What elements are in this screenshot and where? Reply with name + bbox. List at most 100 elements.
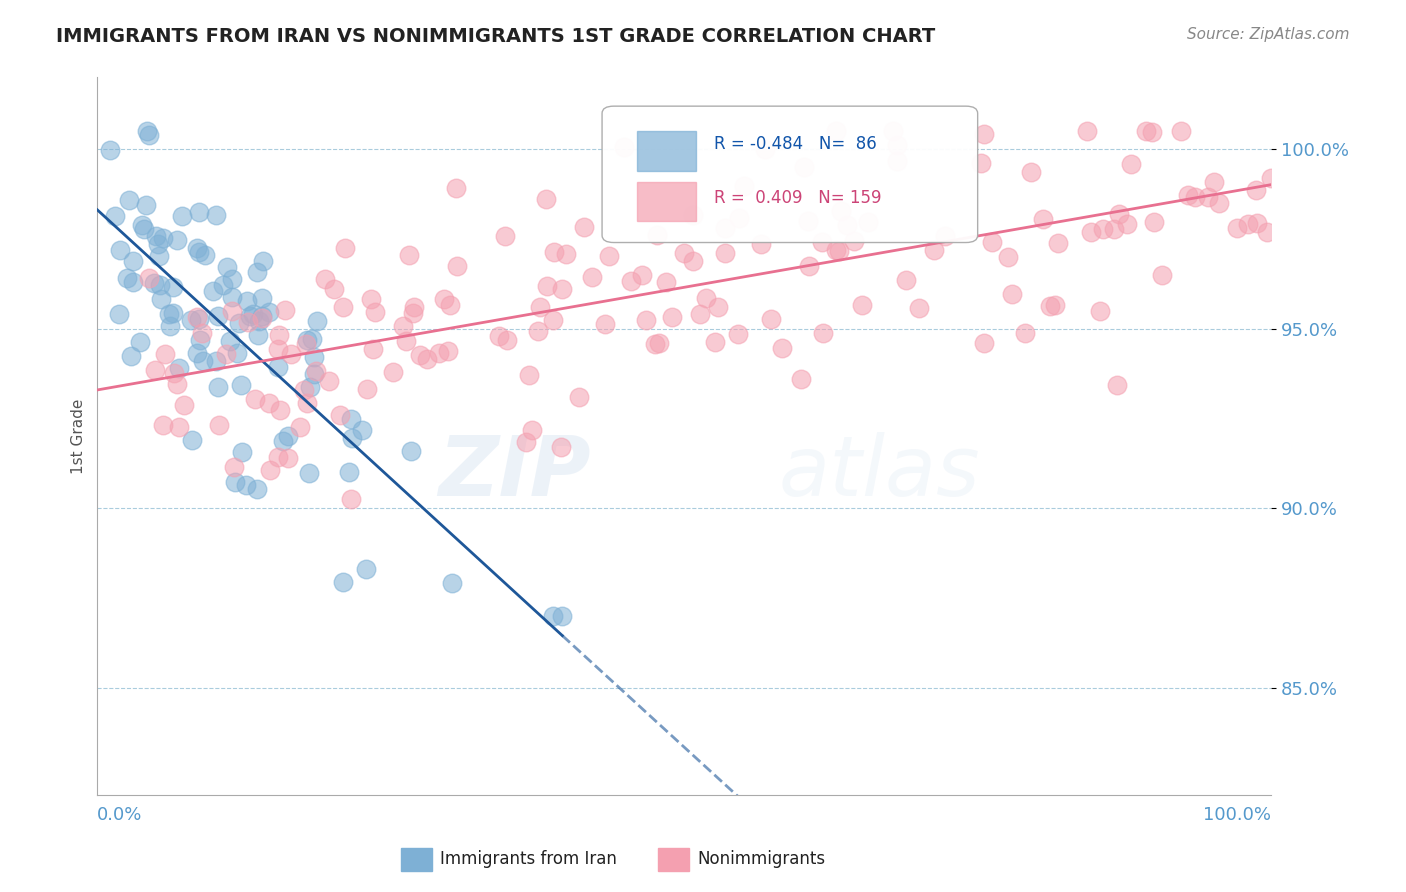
Point — [288, 419, 311, 434]
Point — [188, 312, 211, 326]
Point — [104, 210, 127, 224]
Point — [108, 307, 131, 321]
Point — [634, 313, 657, 327]
Point — [181, 433, 204, 447]
Point — [427, 346, 450, 360]
Point — [166, 377, 188, 392]
Point — [108, 243, 131, 257]
Point — [551, 608, 574, 623]
Point — [228, 316, 250, 330]
Point — [648, 336, 671, 351]
Point — [886, 138, 908, 153]
Point — [149, 278, 172, 293]
Point — [207, 309, 229, 323]
Point — [246, 483, 269, 497]
Point — [620, 274, 643, 288]
Point — [714, 221, 737, 235]
Point — [1108, 207, 1130, 221]
Point — [191, 326, 214, 340]
Point — [395, 334, 418, 348]
Point — [1208, 196, 1230, 211]
Text: Nonimmigrants: Nonimmigrants — [697, 850, 825, 868]
Point — [415, 351, 437, 366]
Point — [673, 245, 696, 260]
Point — [118, 193, 141, 207]
Point — [856, 215, 879, 229]
Point — [267, 450, 290, 465]
Point — [1260, 171, 1282, 186]
Point — [173, 398, 195, 412]
Point — [851, 298, 873, 312]
Point — [1142, 215, 1164, 229]
Point — [439, 297, 461, 311]
Point — [152, 230, 174, 244]
Point — [236, 293, 259, 308]
Point — [194, 248, 217, 262]
Point — [120, 349, 142, 363]
Point — [170, 209, 193, 223]
Point — [252, 309, 274, 323]
Point — [221, 271, 243, 285]
Point — [399, 443, 422, 458]
Point — [226, 346, 249, 360]
Point — [221, 290, 243, 304]
Point — [1019, 165, 1042, 179]
Point — [749, 237, 772, 252]
Point — [398, 248, 420, 262]
Point — [148, 249, 170, 263]
Point — [1104, 222, 1126, 236]
Point — [1237, 217, 1260, 231]
Point — [789, 372, 811, 386]
Point — [973, 335, 995, 350]
Point — [770, 341, 793, 355]
Point — [155, 346, 177, 360]
Point — [922, 243, 945, 257]
Point — [970, 156, 993, 170]
Point — [250, 310, 273, 325]
Point — [695, 291, 717, 305]
Point — [100, 144, 122, 158]
Point — [842, 234, 865, 248]
Point — [132, 222, 155, 236]
Point — [1080, 225, 1102, 239]
Bar — [658, 848, 689, 871]
Point — [598, 249, 620, 263]
Point — [354, 562, 377, 576]
Point — [1045, 298, 1067, 312]
Point — [267, 359, 290, 374]
Point — [997, 250, 1019, 264]
Text: 0.0%: 0.0% — [97, 806, 143, 824]
Point — [1047, 235, 1070, 250]
Point — [446, 259, 468, 273]
Bar — [637, 181, 696, 221]
Point — [1150, 268, 1173, 282]
Point — [706, 300, 728, 314]
Point — [825, 243, 848, 257]
Point — [704, 334, 727, 349]
Point — [122, 275, 145, 289]
Point — [180, 313, 202, 327]
Point — [1119, 157, 1142, 171]
Point — [1256, 225, 1278, 239]
Text: atlas: atlas — [778, 432, 980, 513]
Point — [572, 219, 595, 234]
Point — [543, 608, 565, 623]
Point — [186, 241, 208, 255]
Point — [314, 272, 336, 286]
Point — [188, 245, 211, 260]
Point — [277, 450, 299, 465]
Point — [631, 268, 654, 282]
Point — [655, 275, 678, 289]
Point — [186, 346, 208, 360]
Point — [217, 260, 239, 275]
Point — [211, 278, 233, 293]
Point — [340, 492, 363, 507]
Point — [495, 333, 517, 347]
Point — [294, 337, 316, 351]
Point — [793, 160, 815, 174]
Point — [1184, 190, 1206, 204]
Point — [271, 434, 294, 449]
Point — [302, 350, 325, 364]
Point — [436, 343, 458, 358]
Point — [340, 431, 363, 445]
